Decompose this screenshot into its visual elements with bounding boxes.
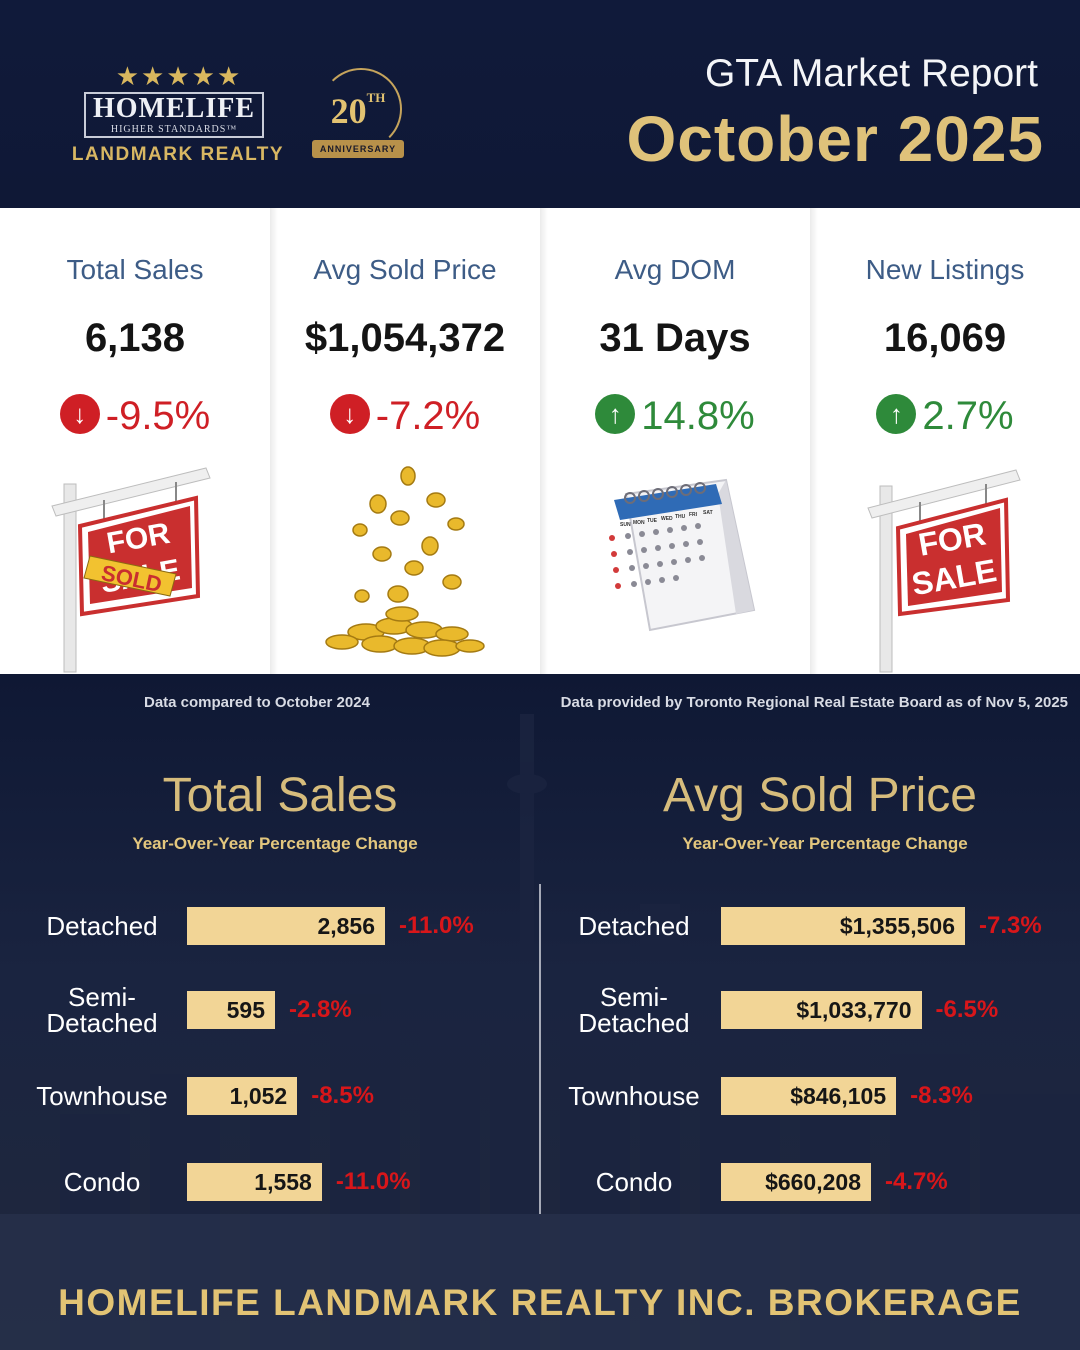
- avg-price-category-label: Condo: [595, 1167, 673, 1197]
- arrow-down-icon: ↓: [329, 394, 370, 435]
- stat-value: $1,054,372: [304, 316, 506, 360]
- avg-price-bar: $1,355,506: [721, 907, 965, 945]
- gold-coins-icon: [325, 466, 485, 657]
- for-sale-sign-icon: FOR SALE: [867, 469, 1021, 673]
- svg-text:TUE: TUE: [647, 518, 658, 524]
- city-skyline-background: [0, 714, 1080, 1350]
- avg-price-category-label: Detached: [578, 911, 690, 941]
- logo-realty-name: LANDMARK REALTY: [71, 144, 285, 165]
- avg-price-bar: $660,208: [721, 1163, 871, 1201]
- total-sales-chart-title: Total Sales: [162, 769, 398, 822]
- total-sales-bar: 1,558: [187, 1163, 322, 1201]
- anniversary-number: 20TH: [330, 90, 386, 131]
- logo-main-text: HOMELIFE: [92, 93, 255, 124]
- total-sales-category-label: Townhouse: [36, 1081, 168, 1111]
- total-sales-change-label: -8.5%: [311, 1082, 374, 1109]
- anniversary-ribbon: ANNIVERSARY: [312, 140, 404, 158]
- company-logo: ★★★★★ HOMELIFE HIGHER STANDARDS™ LANDMAR…: [58, 62, 298, 172]
- section-divider: [539, 884, 541, 1214]
- stat-label: Avg DOM: [614, 254, 736, 285]
- stat-change: ↓ -9.5%: [0, 394, 270, 439]
- avg-price-category-label: Semi- Detached: [578, 982, 690, 1038]
- svg-text:SUN: SUN: [620, 522, 631, 528]
- total-sales-change-label: -11.0%: [335, 1168, 411, 1195]
- logo-wordmark: HOMELIFE HIGHER STANDARDS™: [84, 92, 264, 138]
- stat-value: 6,138: [84, 316, 186, 360]
- report-month: October 2025: [626, 103, 1044, 175]
- total-sales-category-label: Condo: [63, 1167, 141, 1197]
- avg-price-change-label: -6.5%: [935, 996, 999, 1023]
- stat-label: Total Sales: [66, 254, 204, 285]
- logo-tagline: HIGHER STANDARDS™: [110, 124, 238, 135]
- avg-price-chart-subtitle: Year-Over-Year Percentage Change: [682, 834, 968, 853]
- sold-sign-icon: FOR SALE SOLD: [51, 467, 211, 673]
- stat-change: ↓ -7.2%: [270, 394, 540, 439]
- rating-stars-icon: ★★★★★: [115, 61, 243, 91]
- total-sales-change-label: -11.0%: [399, 912, 474, 939]
- stat-card-avg-dom: Avg DOM 31 Days ↑ 14.8% SUN MON TUE WED T…: [540, 208, 810, 674]
- anniversary-ring-icon: [320, 68, 402, 150]
- brokerage-name: HOMELIFE LANDMARK REALTY INC. BROKERAGE: [58, 1282, 1022, 1323]
- stat-card-new-listings: New Listings 16,069 ↑ 2.7% FOR SALE: [810, 208, 1080, 674]
- svg-text:SAT: SAT: [703, 510, 713, 516]
- total-sales-chart-subtitle: Year-Over-Year Percentage Change: [132, 834, 418, 853]
- avg-price-change-label: -7.3%: [979, 912, 1042, 939]
- calendar-icon: SUN MON TUE WED THU FRI SAT: [609, 478, 756, 632]
- total-sales-category-label: Detached: [46, 911, 158, 941]
- svg-text:THU: THU: [675, 514, 686, 520]
- total-sales-change-label: -2.8%: [289, 996, 352, 1023]
- avg-price-bar: $1,033,770: [721, 991, 922, 1029]
- stats-panel: Total Sales 6,138 ↓-9.5% FOR SALE SOLD A…: [0, 208, 1080, 674]
- avg-price-chart-title: Avg Sold Price: [663, 769, 977, 822]
- svg-text:MON: MON: [633, 520, 645, 526]
- stat-card-avg-sold-price: Avg Sold Price $1,054,372 ↓ -7.2%: [270, 208, 540, 674]
- comparison-note: Data compared to October 2024: [144, 694, 370, 711]
- svg-text:WED: WED: [661, 516, 673, 522]
- total-sales-bar: 1,052: [187, 1077, 298, 1115]
- avg-price-change-label: -4.7%: [885, 1168, 948, 1195]
- stat-card-total-sales: Total Sales 6,138 ↓-9.5% FOR SALE SOLD: [0, 208, 270, 674]
- stat-value: 16,069: [883, 316, 1007, 360]
- total-sales-bar: 2,856: [187, 907, 385, 945]
- arrow-up-icon: ↑: [876, 394, 917, 435]
- anniversary-suffix: TH: [366, 90, 386, 105]
- anniversary-badge: 20TH ANNIVERSARY: [306, 66, 410, 170]
- stat-label: Avg Sold Price: [313, 254, 497, 285]
- avg-price-category-label: Townhouse: [568, 1081, 700, 1111]
- svg-text:FRI: FRI: [689, 512, 698, 518]
- avg-price-change-label: -8.3%: [910, 1082, 973, 1109]
- arrow-down-icon: ↓: [59, 394, 100, 435]
- stat-change: ↑ 2.7%: [810, 394, 1080, 439]
- total-sales-category-label: Semi- Detached: [46, 982, 158, 1038]
- stat-value: 31 Days: [599, 316, 751, 360]
- stat-change: ↑ 14.8%: [540, 394, 810, 439]
- source-note: Data provided by Toronto Regional Real E…: [560, 694, 1068, 711]
- arrow-up-icon: ↑: [595, 394, 636, 435]
- stat-label: New Listings: [865, 254, 1025, 285]
- total-sales-bar: 595: [187, 991, 275, 1029]
- avg-price-bar: $846,105: [721, 1077, 897, 1115]
- report-title: GTA Market Report: [704, 52, 1038, 95]
- header: ★★★★★ HOMELIFE HIGHER STANDARDS™ LANDMAR…: [0, 0, 1080, 208]
- breakdown-section: Data compared to October 2024 Data provi…: [0, 674, 1080, 1350]
